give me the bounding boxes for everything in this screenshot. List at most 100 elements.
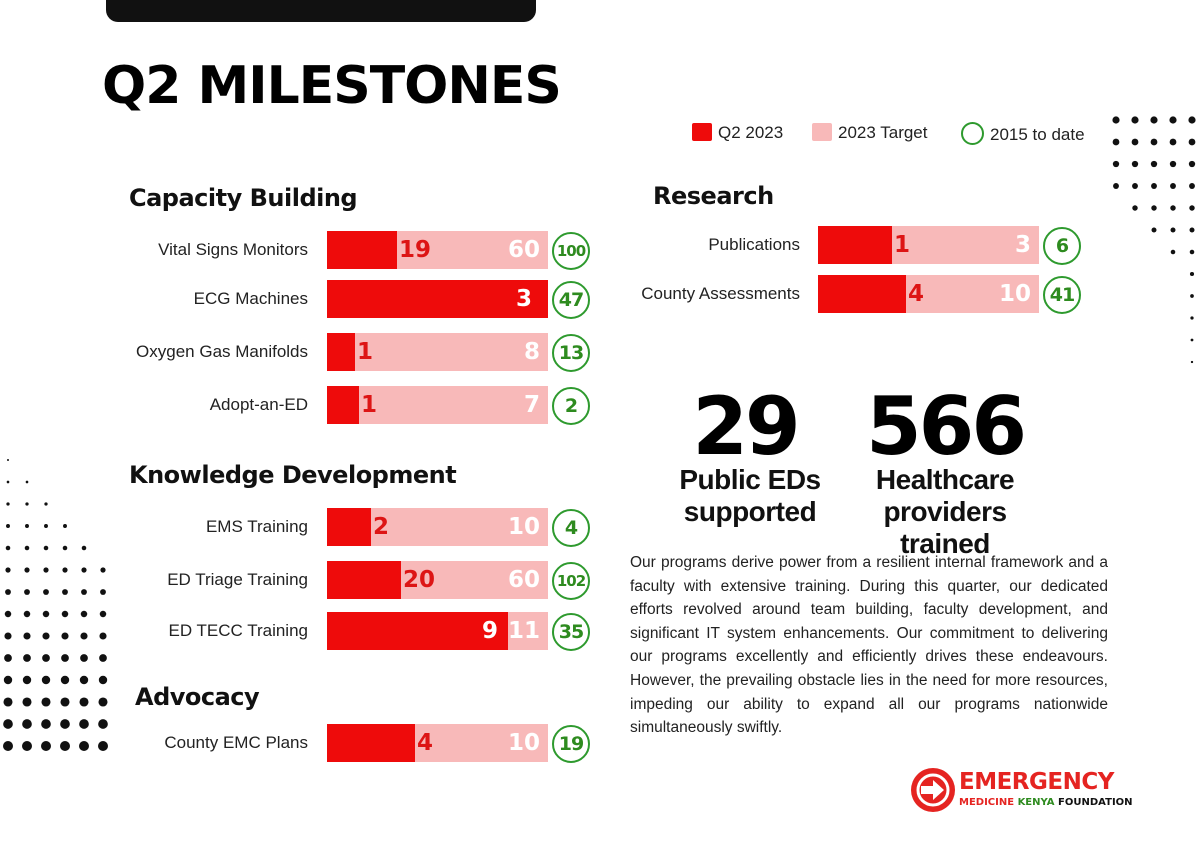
decorative-dot xyxy=(1132,183,1138,189)
decorative-dot xyxy=(81,589,87,595)
decorative-dot xyxy=(43,589,49,595)
decorative-dot xyxy=(63,524,67,528)
decorative-dot xyxy=(5,567,11,573)
decorative-dot xyxy=(22,741,32,751)
decorative-dot xyxy=(100,589,106,595)
section-title-advocacy: Advocacy xyxy=(135,683,260,711)
stat-caption-providers-trained: Healthcare providers trained xyxy=(835,464,1055,560)
decorative-dot xyxy=(1189,249,1195,255)
value-target-adopt-an-ed: 7 xyxy=(523,392,540,418)
value-q2-ed-tecc-training: 9 xyxy=(481,618,498,644)
decorative-dot xyxy=(25,502,29,506)
decorative-dot xyxy=(5,545,11,551)
logo-wordmark-top: EMERGENCY xyxy=(959,769,1114,795)
value-target-oxygen-gas-manifolds: 8 xyxy=(523,339,540,365)
bar-q2-ems-training xyxy=(327,508,371,546)
decorative-dot xyxy=(4,632,12,640)
stat-caption-line1: Healthcare xyxy=(875,464,1015,495)
value-q2-adopt-an-ed: 1 xyxy=(361,392,378,418)
bar-q2-oxygen-gas-manifolds xyxy=(327,333,355,371)
decorative-dot xyxy=(25,524,29,528)
value-q2-county-assessments: 4 xyxy=(908,281,925,307)
decorative-dot xyxy=(1112,138,1120,146)
legend-swatch-target xyxy=(812,123,832,141)
stat-caption-line1: Public EDs xyxy=(679,464,821,495)
value-to-date-ed-tecc-training: 35 xyxy=(552,613,590,651)
row-label-publications: Publications xyxy=(708,235,800,254)
decorative-dot xyxy=(1169,160,1177,168)
bar-target-ecg-machines: 3 xyxy=(327,280,548,318)
decorative-dot xyxy=(79,719,89,729)
decorative-dot xyxy=(6,480,10,484)
bar-q2-vital-signs-monitors xyxy=(327,231,397,269)
row-label-adopt-an-ed: Adopt-an-ED xyxy=(209,395,308,414)
decorative-dot xyxy=(1169,138,1177,146)
decorative-dot xyxy=(60,697,70,707)
value-to-date-ems-training: 4 xyxy=(552,509,590,547)
decorative-dot xyxy=(22,697,32,707)
value-to-date-adopt-an-ed: 2 xyxy=(552,387,590,425)
value-to-date-ecg-machines: 47 xyxy=(552,281,590,319)
section-title-research: Research xyxy=(653,182,774,210)
row-label-county-assessments: County Assessments xyxy=(641,284,800,303)
decorative-dot xyxy=(41,697,51,707)
decorative-dot-pattern-left xyxy=(3,459,108,751)
decorative-dot xyxy=(1190,316,1194,320)
decorative-dot xyxy=(1112,116,1120,124)
value-q2-oxygen-gas-manifolds: 1 xyxy=(357,339,374,365)
stat-number-public-eds: 29 xyxy=(692,380,800,473)
decorative-dot xyxy=(4,654,12,662)
row-label-ed-triage-training: ED Triage Training xyxy=(167,570,308,589)
value-to-date-publications: 6 xyxy=(1043,227,1081,265)
row-label-ecg-machines: ECG Machines xyxy=(193,289,308,308)
decorative-dot xyxy=(98,741,108,751)
decorative-dot xyxy=(5,589,11,595)
arrow-icon xyxy=(916,773,950,807)
page-title: Q2 MILESTONES xyxy=(102,56,562,116)
decorative-dot xyxy=(1151,227,1157,233)
decorative-dot xyxy=(43,567,49,573)
decorative-dot xyxy=(81,567,87,573)
decorative-dot xyxy=(100,567,106,573)
logo-badge xyxy=(911,768,955,812)
bar-target-ed-triage-training: 20 60 xyxy=(327,561,548,599)
decorative-dot xyxy=(1189,227,1195,233)
decorative-dot xyxy=(62,567,68,573)
decorative-dot xyxy=(6,502,10,506)
stat-caption-public-eds: Public EDs supported xyxy=(660,464,840,528)
decorative-dot xyxy=(44,502,48,506)
decorative-dot xyxy=(79,741,89,751)
bar-q2-ed-tecc-training xyxy=(327,612,508,650)
value-target-vital-signs-monitors: 60 xyxy=(507,237,540,263)
decorative-dot xyxy=(62,589,68,595)
legend-item-target: 2023 Target xyxy=(812,122,927,144)
value-to-date-vital-signs-monitors: 100 xyxy=(552,232,590,270)
decorative-dot xyxy=(3,719,13,729)
bar-target-vital-signs-monitors: 19 60 xyxy=(327,231,548,269)
decorative-dot xyxy=(1170,183,1176,189)
decorative-dot xyxy=(44,524,48,528)
decorative-dot xyxy=(3,697,13,707)
decorative-dot xyxy=(61,610,69,618)
decorative-dot xyxy=(1151,183,1157,189)
section-title-capacity-building: Capacity Building xyxy=(129,184,358,212)
bar-target-county-assessments: 4 10 xyxy=(818,275,1039,313)
value-to-date-county-emc-plans: 19 xyxy=(552,725,590,763)
logo-wordmark-bottom: MEDICINE KENYA FOUNDATION xyxy=(959,796,1133,810)
decorative-dot xyxy=(79,675,89,685)
value-q2-ems-training: 2 xyxy=(373,514,390,540)
logo-word-foundation: FOUNDATION xyxy=(1058,797,1133,808)
decorative-dot xyxy=(1170,249,1176,255)
decorative-dot xyxy=(3,675,13,685)
decorative-dot xyxy=(80,610,88,618)
legend-swatch-q2 xyxy=(692,123,712,141)
decorative-dot xyxy=(6,524,10,528)
legend-item-to-date: 2015 to date xyxy=(961,122,1085,146)
bar-q2-county-assessments xyxy=(818,275,906,313)
decorative-dot xyxy=(4,610,12,618)
decorative-dot xyxy=(1189,271,1195,277)
decorative-dot xyxy=(1131,116,1139,124)
decorative-dot xyxy=(1150,138,1158,146)
decorative-dot xyxy=(1169,116,1177,124)
